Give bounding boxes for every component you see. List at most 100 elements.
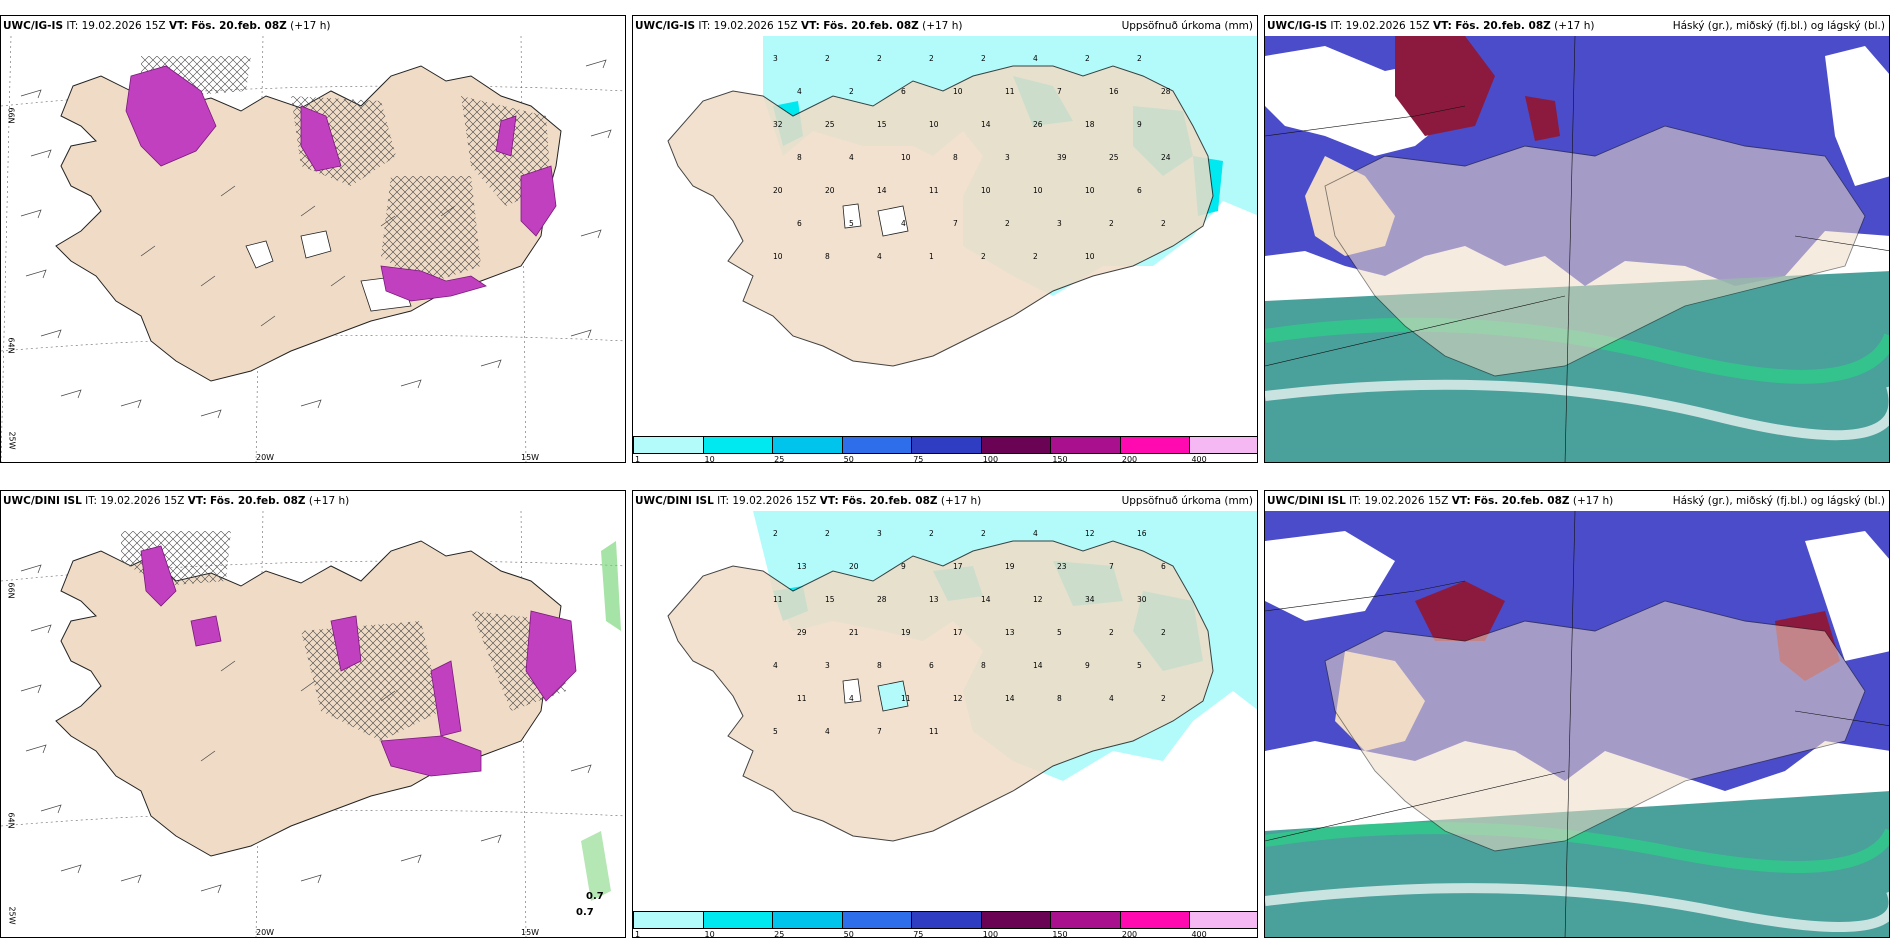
panel-header: UWC/IG-IS IT: 19.02.2026 15Z VT: Fös. 20… [1265,16,1889,36]
value-label: 0.7 [586,891,604,902]
vt-value: Fös. 20.feb. 08Z [1474,495,1570,507]
precip-value-label: 10 [1033,186,1043,195]
it-label: IT: [698,20,711,32]
precip-value-label: 2 [773,529,778,538]
precip-value-label: 20 [849,562,859,571]
model-name: UWC/IG-IS [3,20,64,32]
precip-value-label: 10 [1085,186,1095,195]
wind-map [1,36,625,462]
colorbar-tick-label: 10 [704,930,715,938]
precip-value-label: 8 [981,661,986,670]
colorbar-swatch [1119,911,1191,929]
precip-value-label: 4 [773,661,778,670]
it-label: IT: [66,20,79,32]
colorbar-tick-label: 50 [843,930,854,938]
precip-value-label: 4 [901,219,906,228]
precip-value-label: 2 [1161,219,1166,228]
precip-value-label: 5 [1057,628,1062,637]
colorbar-swatch [1189,911,1257,929]
lon-label-25: 25W [7,431,17,450]
precip-value-label: 2 [1137,54,1142,63]
precip-value-label: 1 [929,252,934,261]
colorbar-swatch [1119,436,1191,454]
precip-value-label: 28 [1161,87,1171,96]
precip-value-label: 10 [953,87,963,96]
precip-value-label: 10 [929,120,939,129]
precip-value-label: 13 [929,595,939,604]
precip-value-label: 20 [825,186,835,195]
precip-value-label: 12 [953,694,963,703]
precip-value-label: 2 [929,54,934,63]
it-label: IT: [1330,20,1343,32]
it-label: IT: [85,495,98,507]
colorbar-swatch [702,436,774,454]
lon-label-20: 20W [256,928,275,937]
precip-value-label: 2 [929,529,934,538]
colorbar-swatch [980,911,1052,929]
precip-value-label: 20 [773,186,783,195]
precip-value-label: 2 [877,54,882,63]
precip-value-label: 2 [1033,252,1038,261]
wind-map [1,511,625,937]
colorbar-tick-label: 75 [913,930,924,938]
precip-value-label: 4 [1109,694,1114,703]
lead-time: (+17 h) [308,495,350,507]
precip-value-label: 21 [849,628,859,637]
precip-value-label: 23 [1057,562,1067,571]
colorbar-tick-label: 75 [913,455,924,463]
precip-value-label: 11 [929,727,939,736]
colorbar-tick-label: 25 [774,930,785,938]
precip-value-label: 3 [773,54,778,63]
precip-value-label: 7 [1109,562,1114,571]
precip-map-panel-bottom: UWC/DINI ISL IT: 19.02.2026 15Z VT: Fös.… [632,490,1258,938]
precip-value-label: 2 [825,54,830,63]
precip-value-label: 11 [797,694,807,703]
lat-label-66: 66N [6,107,16,124]
panel-header: UWC/IG-IS IT: 19.02.2026 15Z VT: Fös. 20… [633,16,1257,36]
precip-value-label: 2 [981,529,986,538]
precip-value-label: 9 [1085,661,1090,670]
colorbar-swatch [1189,436,1257,454]
precip-value-label: 10 [1085,252,1095,261]
colorbar-tick-label: 1 [635,930,641,938]
colorbar-swatch [1050,436,1121,454]
it-value: 19.02.2026 15Z [732,495,817,507]
cloud-map [1265,511,1889,937]
precip-value-label: 14 [877,186,887,195]
precip-map-panel-top: UWC/IG-IS IT: 19.02.2026 15Z VT: Fös. 20… [632,15,1258,463]
colorbar-swatch [772,911,843,929]
precip-value-label: 10 [901,153,911,162]
it-value: 19.02.2026 15Z [81,20,166,32]
wind-map-panel-top: UWC/IG-IS IT: 19.02.2026 15Z VT: Fös. 20… [0,15,626,463]
lead-time: (+17 h) [940,495,982,507]
precip-value-label: 6 [929,661,934,670]
precip-value-label: 10 [773,252,783,261]
precip-colorbar: 1 10 25 50 75 100 150 200 400 [633,911,1257,938]
colorbar-tick-label: 200 [1121,455,1138,463]
colorbar-tick-label: 25 [774,455,785,463]
precip-value-label: 2 [1085,54,1090,63]
precip-purple [125,65,557,302]
colorbar-tick-label: 150 [1052,930,1068,938]
precip-value-label: 11 [1005,87,1015,96]
colorbar-swatch [911,911,982,929]
precip-value-label: 14 [981,120,991,129]
precip-value-label: 18 [1085,120,1095,129]
precip-value-label: 5 [773,727,778,736]
value-label: 0.7 [576,907,594,918]
vt-value: Fös. 20.feb. 08Z [1455,20,1551,32]
panel-header: UWC/DINI ISL IT: 19.02.2026 15Z VT: Fös.… [1,491,625,511]
lead-time: (+17 h) [922,20,963,32]
vt-value: Fös. 20.feb. 08Z [842,495,938,507]
precip-value-label: 26 [1033,120,1043,129]
precip-value-label: 16 [1137,529,1147,538]
colorbar-tick-label: 50 [843,455,854,463]
precip-value-label: 12 [1085,529,1095,538]
precip-value-label: 19 [901,628,911,637]
precip-value-label: 6 [1137,186,1142,195]
lead-time: (+17 h) [1554,20,1595,32]
precip-value-label: 2 [1161,694,1166,703]
it-value: 19.02.2026 15Z [100,495,185,507]
panel-header: UWC/IG-IS IT: 19.02.2026 15Z VT: Fös. 20… [1,16,625,36]
